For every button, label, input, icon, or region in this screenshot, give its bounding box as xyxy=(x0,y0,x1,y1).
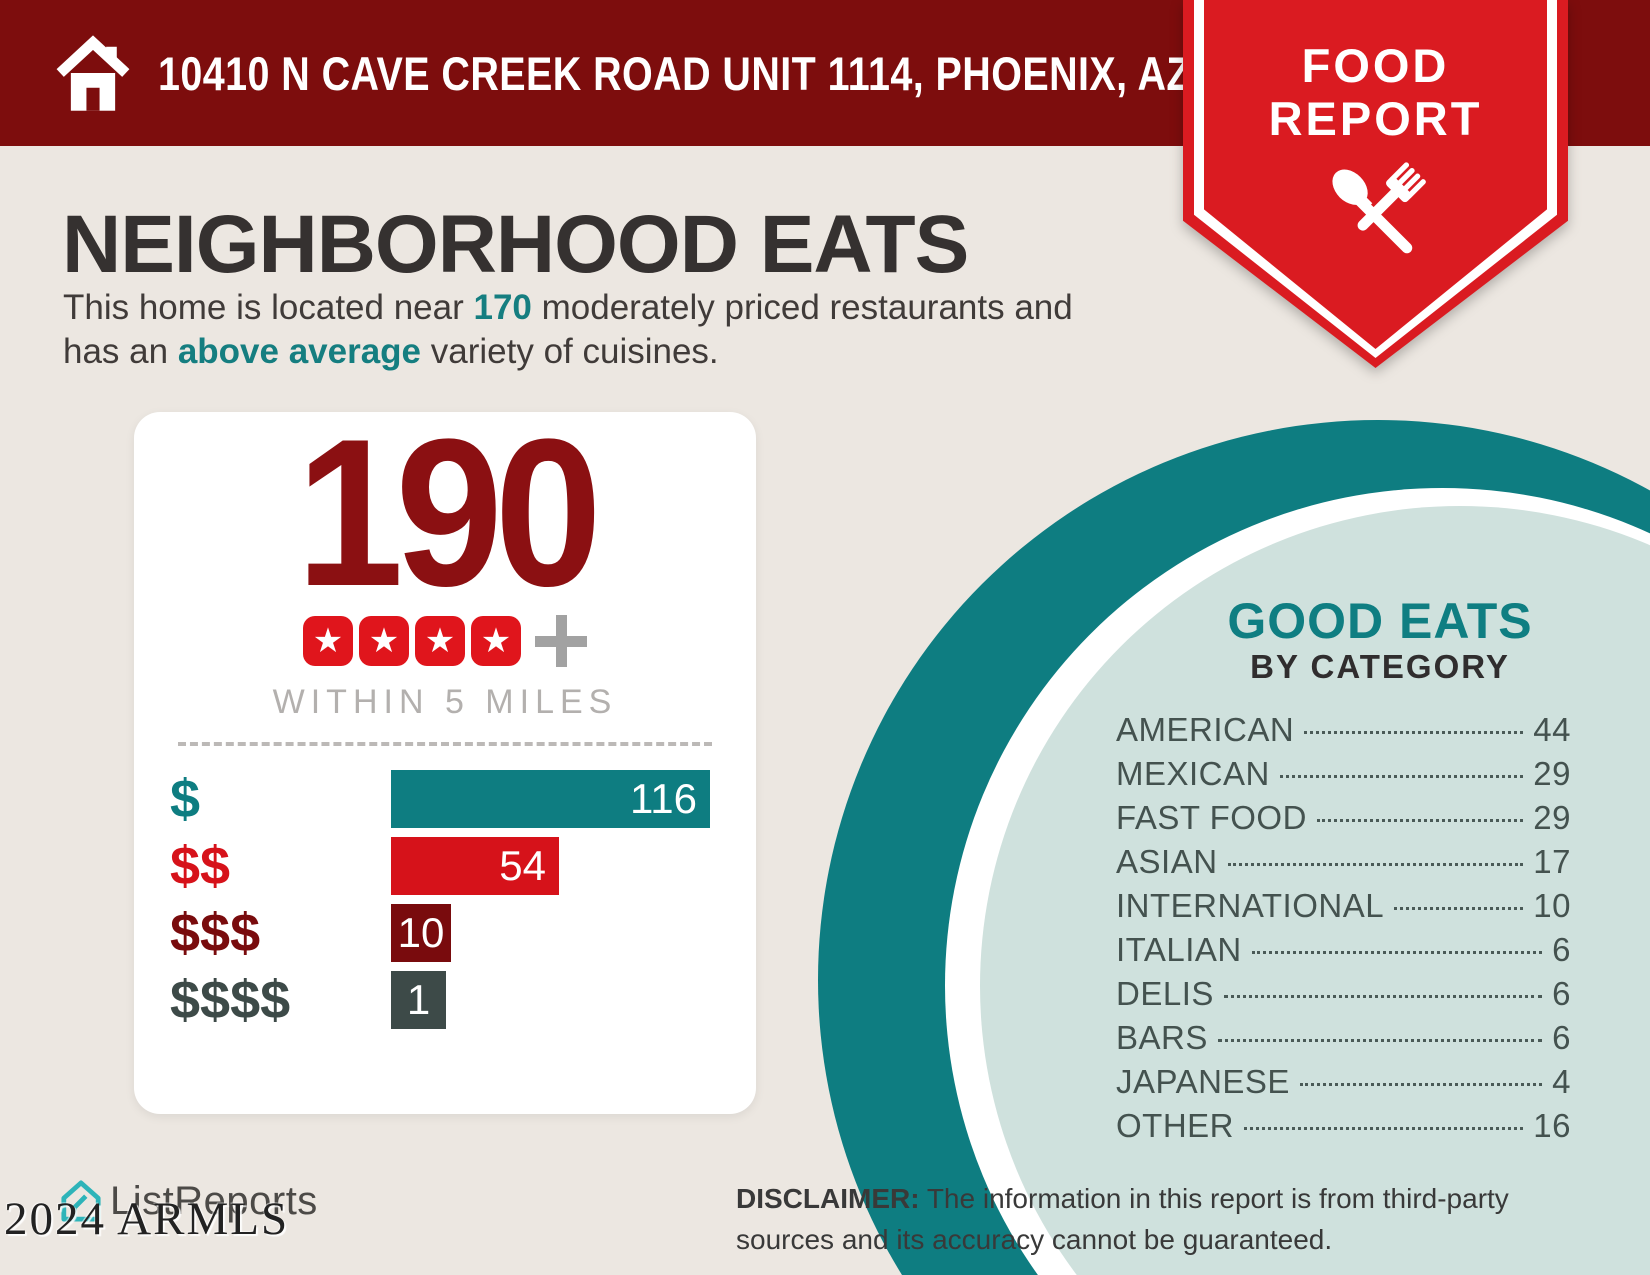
summary-card: 190 ★ ★ ★ ★ WITHIN 5 MILES $116 $$ 54 $$$ 10 $$$… xyxy=(134,395,756,1114)
intro-text: This home is located near 170 moderately… xyxy=(63,286,1073,374)
listreports-wordmark: ListReports xyxy=(110,1178,318,1223)
category-label: INTERNATIONAL xyxy=(1116,887,1385,924)
category-row: ASIAN 17 xyxy=(1116,843,1571,887)
disclaimer: DISCLAIMER: The information in this repo… xyxy=(736,1179,1551,1260)
spoon-fork-icon xyxy=(1331,162,1426,254)
category-value: 6 xyxy=(1552,931,1571,968)
category-list: AMERICAN 44 MEXICAN 29 FAST FOOD 29 ASIAN 17 INT… xyxy=(1116,711,1571,1151)
leader-dots xyxy=(1217,1039,1543,1042)
category-value: 4 xyxy=(1552,1063,1571,1100)
category-row: MEXICAN 29 xyxy=(1116,755,1571,799)
category-row: ITALIAN 6 xyxy=(1116,931,1571,975)
intro-segment: variety of cuisines. xyxy=(421,332,719,372)
plus-icon xyxy=(535,615,587,668)
category-value: 10 xyxy=(1533,887,1571,924)
category-value: 6 xyxy=(1552,1019,1571,1056)
star-icon: ★ xyxy=(303,616,353,667)
intro-segment: This home is located near xyxy=(63,288,474,327)
ribbon-content: FOOD REPORT xyxy=(1183,0,1568,275)
disclaimer-text: The information in this report is from t… xyxy=(736,1183,1509,1255)
category-label: OTHER xyxy=(1116,1107,1234,1144)
category-label: FAST FOOD xyxy=(1116,799,1307,836)
price-bar-row: $$$$ 1 xyxy=(170,970,710,1031)
category-value: 29 xyxy=(1533,799,1571,836)
leader-dots xyxy=(1304,731,1524,734)
radius-label: WITHIN 5 MILES xyxy=(272,683,618,722)
price-bar-value: 1 xyxy=(406,976,431,1024)
category-label: BARS xyxy=(1116,1019,1208,1056)
ribbon-title-line2: REPORT xyxy=(1268,91,1483,145)
star-icon: ★ xyxy=(471,616,521,667)
category-label: ASIAN xyxy=(1116,843,1218,880)
category-row: INTERNATIONAL 10 xyxy=(1116,887,1571,931)
price-tier-label: $$$ xyxy=(170,903,261,964)
leader-dots xyxy=(1299,1083,1543,1086)
page-title: NEIGHBORHOOD EATS xyxy=(62,199,969,290)
price-bar-row: $$$ 10 xyxy=(170,903,710,964)
ribbon-title-line1: FOOD xyxy=(1301,39,1450,92)
category-label: JAPANESE xyxy=(1116,1063,1290,1100)
price-bar-value: 54 xyxy=(499,842,546,890)
price-tier-label: $$ xyxy=(170,836,231,897)
price-bar-row: $116 xyxy=(170,769,710,830)
leader-dots xyxy=(1279,775,1524,778)
star-icon: ★ xyxy=(359,616,409,667)
star-rating: ★ ★ ★ ★ xyxy=(303,616,521,667)
category-value: 44 xyxy=(1533,711,1571,748)
home-icon xyxy=(56,35,130,111)
price-bar: 116 xyxy=(391,770,710,829)
category-row: FAST FOOD 29 xyxy=(1116,799,1571,843)
category-label: DELIS xyxy=(1116,975,1214,1012)
rating-row: ★ ★ ★ ★ xyxy=(134,615,756,668)
total-restaurants: 190 xyxy=(296,395,602,630)
restaurant-count: 170 xyxy=(473,288,532,327)
category-value: 6 xyxy=(1552,975,1571,1012)
property-address: 10410 N CAVE CREEK ROAD UNIT 1114, PHOEN… xyxy=(158,46,1315,100)
good-eats-subtitle: BY CATEGORY xyxy=(1250,648,1510,685)
intro-segment: moderately priced restaurants and xyxy=(531,288,1073,327)
price-bar: 54 xyxy=(391,837,559,896)
category-value: 29 xyxy=(1533,755,1571,792)
category-row: DELIS 6 xyxy=(1116,975,1571,1019)
intro-segment: has an xyxy=(63,332,178,372)
price-bar-value: 116 xyxy=(630,775,697,823)
category-label: AMERICAN xyxy=(1116,711,1295,748)
price-bar: 10 xyxy=(391,904,451,963)
category-row: JAPANESE 4 xyxy=(1116,1063,1571,1107)
price-bar-value: 10 xyxy=(397,909,445,957)
category-label: ITALIAN xyxy=(1116,931,1242,968)
category-row: BARS 6 xyxy=(1116,1019,1571,1063)
good-eats-title: GOOD EATS xyxy=(1227,593,1533,649)
disclaimer-label: DISCLAIMER: xyxy=(736,1183,920,1214)
category-row: AMERICAN 44 xyxy=(1116,711,1571,755)
watermark: 2024 ARMLS xyxy=(4,1193,290,1245)
star-icon: ★ xyxy=(415,616,465,667)
food-report-ribbon: FOOD REPORT xyxy=(1183,0,1568,368)
leader-dots xyxy=(1223,995,1543,998)
price-bar-row: $$ 54 xyxy=(170,836,710,897)
price-tier-label: $$$$ xyxy=(170,970,291,1031)
variety-highlight: above average xyxy=(177,332,422,372)
listreports-logo: ListReports xyxy=(60,1178,318,1224)
price-tier-label: $ xyxy=(170,769,201,830)
category-value: 16 xyxy=(1533,1107,1571,1144)
listreports-house-icon xyxy=(61,1180,101,1222)
category-label: MEXICAN xyxy=(1116,755,1270,792)
leader-dots xyxy=(1251,951,1543,954)
leader-dots xyxy=(1244,1127,1524,1130)
category-value: 17 xyxy=(1533,843,1571,880)
price-bar: 1 xyxy=(391,971,446,1030)
leader-dots xyxy=(1316,819,1524,822)
dashed-divider xyxy=(178,742,712,747)
category-row: OTHER 16 xyxy=(1116,1107,1571,1151)
price-tier-chart: $116 $$ 54 $$$ 10 $$$$ 1 xyxy=(170,769,710,1031)
leader-dots xyxy=(1227,863,1524,866)
leader-dots xyxy=(1394,907,1524,910)
